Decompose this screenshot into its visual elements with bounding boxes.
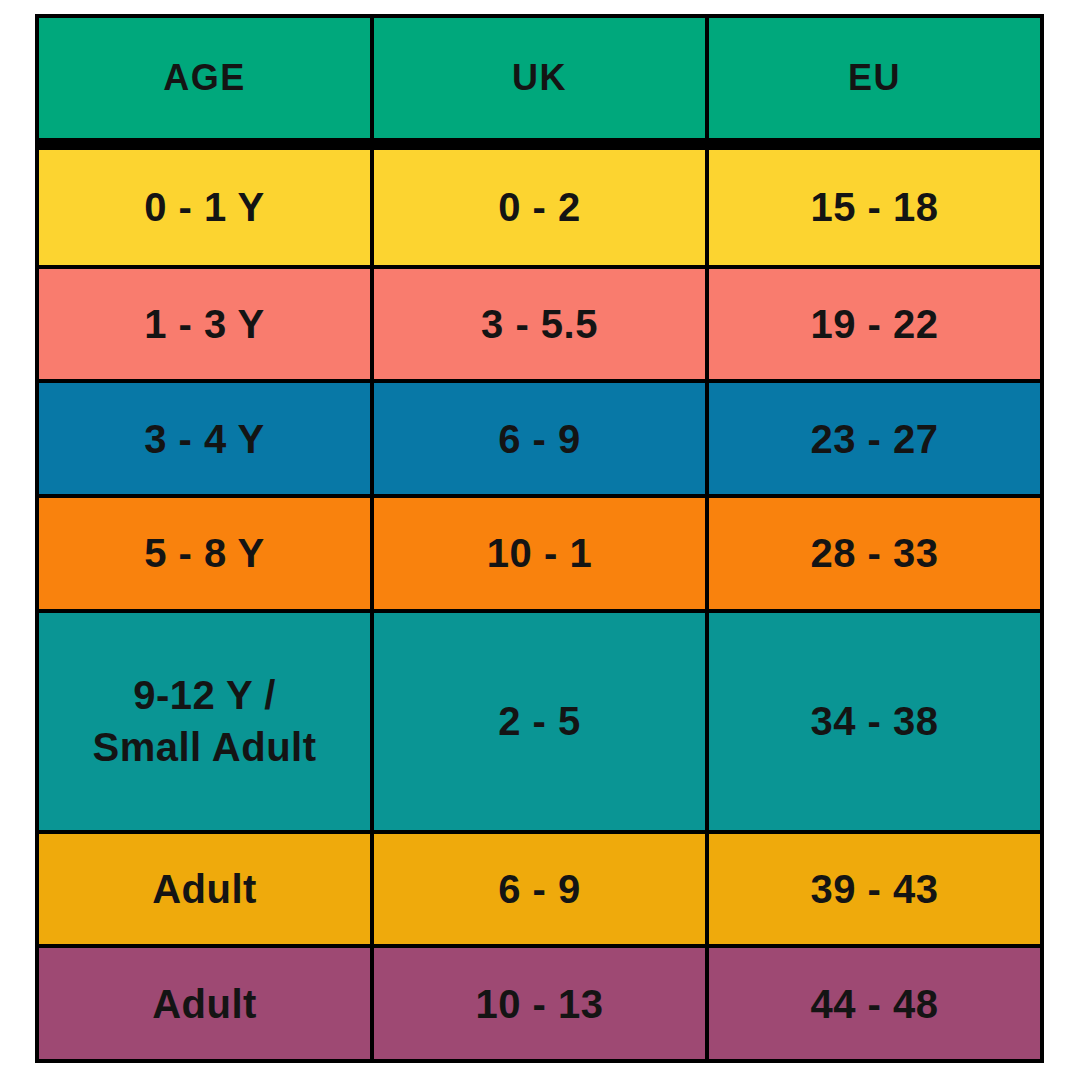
header-cell-uk: UK <box>372 16 707 144</box>
table-row: 0 - 1 Y0 - 215 - 18 <box>37 144 1042 267</box>
cell-uk: 10 - 13 <box>372 946 707 1061</box>
cell-uk: 6 - 9 <box>372 832 707 947</box>
table-row: Adult10 - 1344 - 48 <box>37 946 1042 1061</box>
cell-eu: 19 - 22 <box>707 267 1042 382</box>
table-row: 1 - 3 Y3 - 5.519 - 22 <box>37 267 1042 382</box>
header-cell-age: AGE <box>37 16 372 144</box>
cell-eu: 15 - 18 <box>707 144 1042 267</box>
cell-age: 5 - 8 Y <box>37 496 372 611</box>
table-row: 5 - 8 Y10 - 128 - 33 <box>37 496 1042 611</box>
table-row: 3 - 4 Y6 - 923 - 27 <box>37 381 1042 496</box>
cell-uk: 3 - 5.5 <box>372 267 707 382</box>
cell-age: Adult <box>37 832 372 947</box>
table-row: Adult6 - 939 - 43 <box>37 832 1042 947</box>
cell-eu: 34 - 38 <box>707 611 1042 832</box>
table-row: 9-12 Y / Small Adult2 - 534 - 38 <box>37 611 1042 832</box>
cell-age: 9-12 Y / Small Adult <box>37 611 372 832</box>
cell-eu: 23 - 27 <box>707 381 1042 496</box>
cell-eu: 44 - 48 <box>707 946 1042 1061</box>
size-chart-table: AGEUKEU 0 - 1 Y0 - 215 - 181 - 3 Y3 - 5.… <box>35 14 1044 1063</box>
cell-age: Adult <box>37 946 372 1061</box>
cell-eu: 28 - 33 <box>707 496 1042 611</box>
cell-uk: 6 - 9 <box>372 381 707 496</box>
header-row: AGEUKEU <box>37 16 1042 144</box>
table-header: AGEUKEU <box>37 16 1042 144</box>
cell-age: 1 - 3 Y <box>37 267 372 382</box>
cell-uk: 2 - 5 <box>372 611 707 832</box>
table-body: 0 - 1 Y0 - 215 - 181 - 3 Y3 - 5.519 - 22… <box>37 144 1042 1061</box>
size-chart-canvas: AGEUKEU 0 - 1 Y0 - 215 - 181 - 3 Y3 - 5.… <box>0 0 1080 1080</box>
cell-uk: 10 - 1 <box>372 496 707 611</box>
cell-age: 0 - 1 Y <box>37 144 372 267</box>
cell-eu: 39 - 43 <box>707 832 1042 947</box>
cell-uk: 0 - 2 <box>372 144 707 267</box>
cell-age: 3 - 4 Y <box>37 381 372 496</box>
header-cell-eu: EU <box>707 16 1042 144</box>
